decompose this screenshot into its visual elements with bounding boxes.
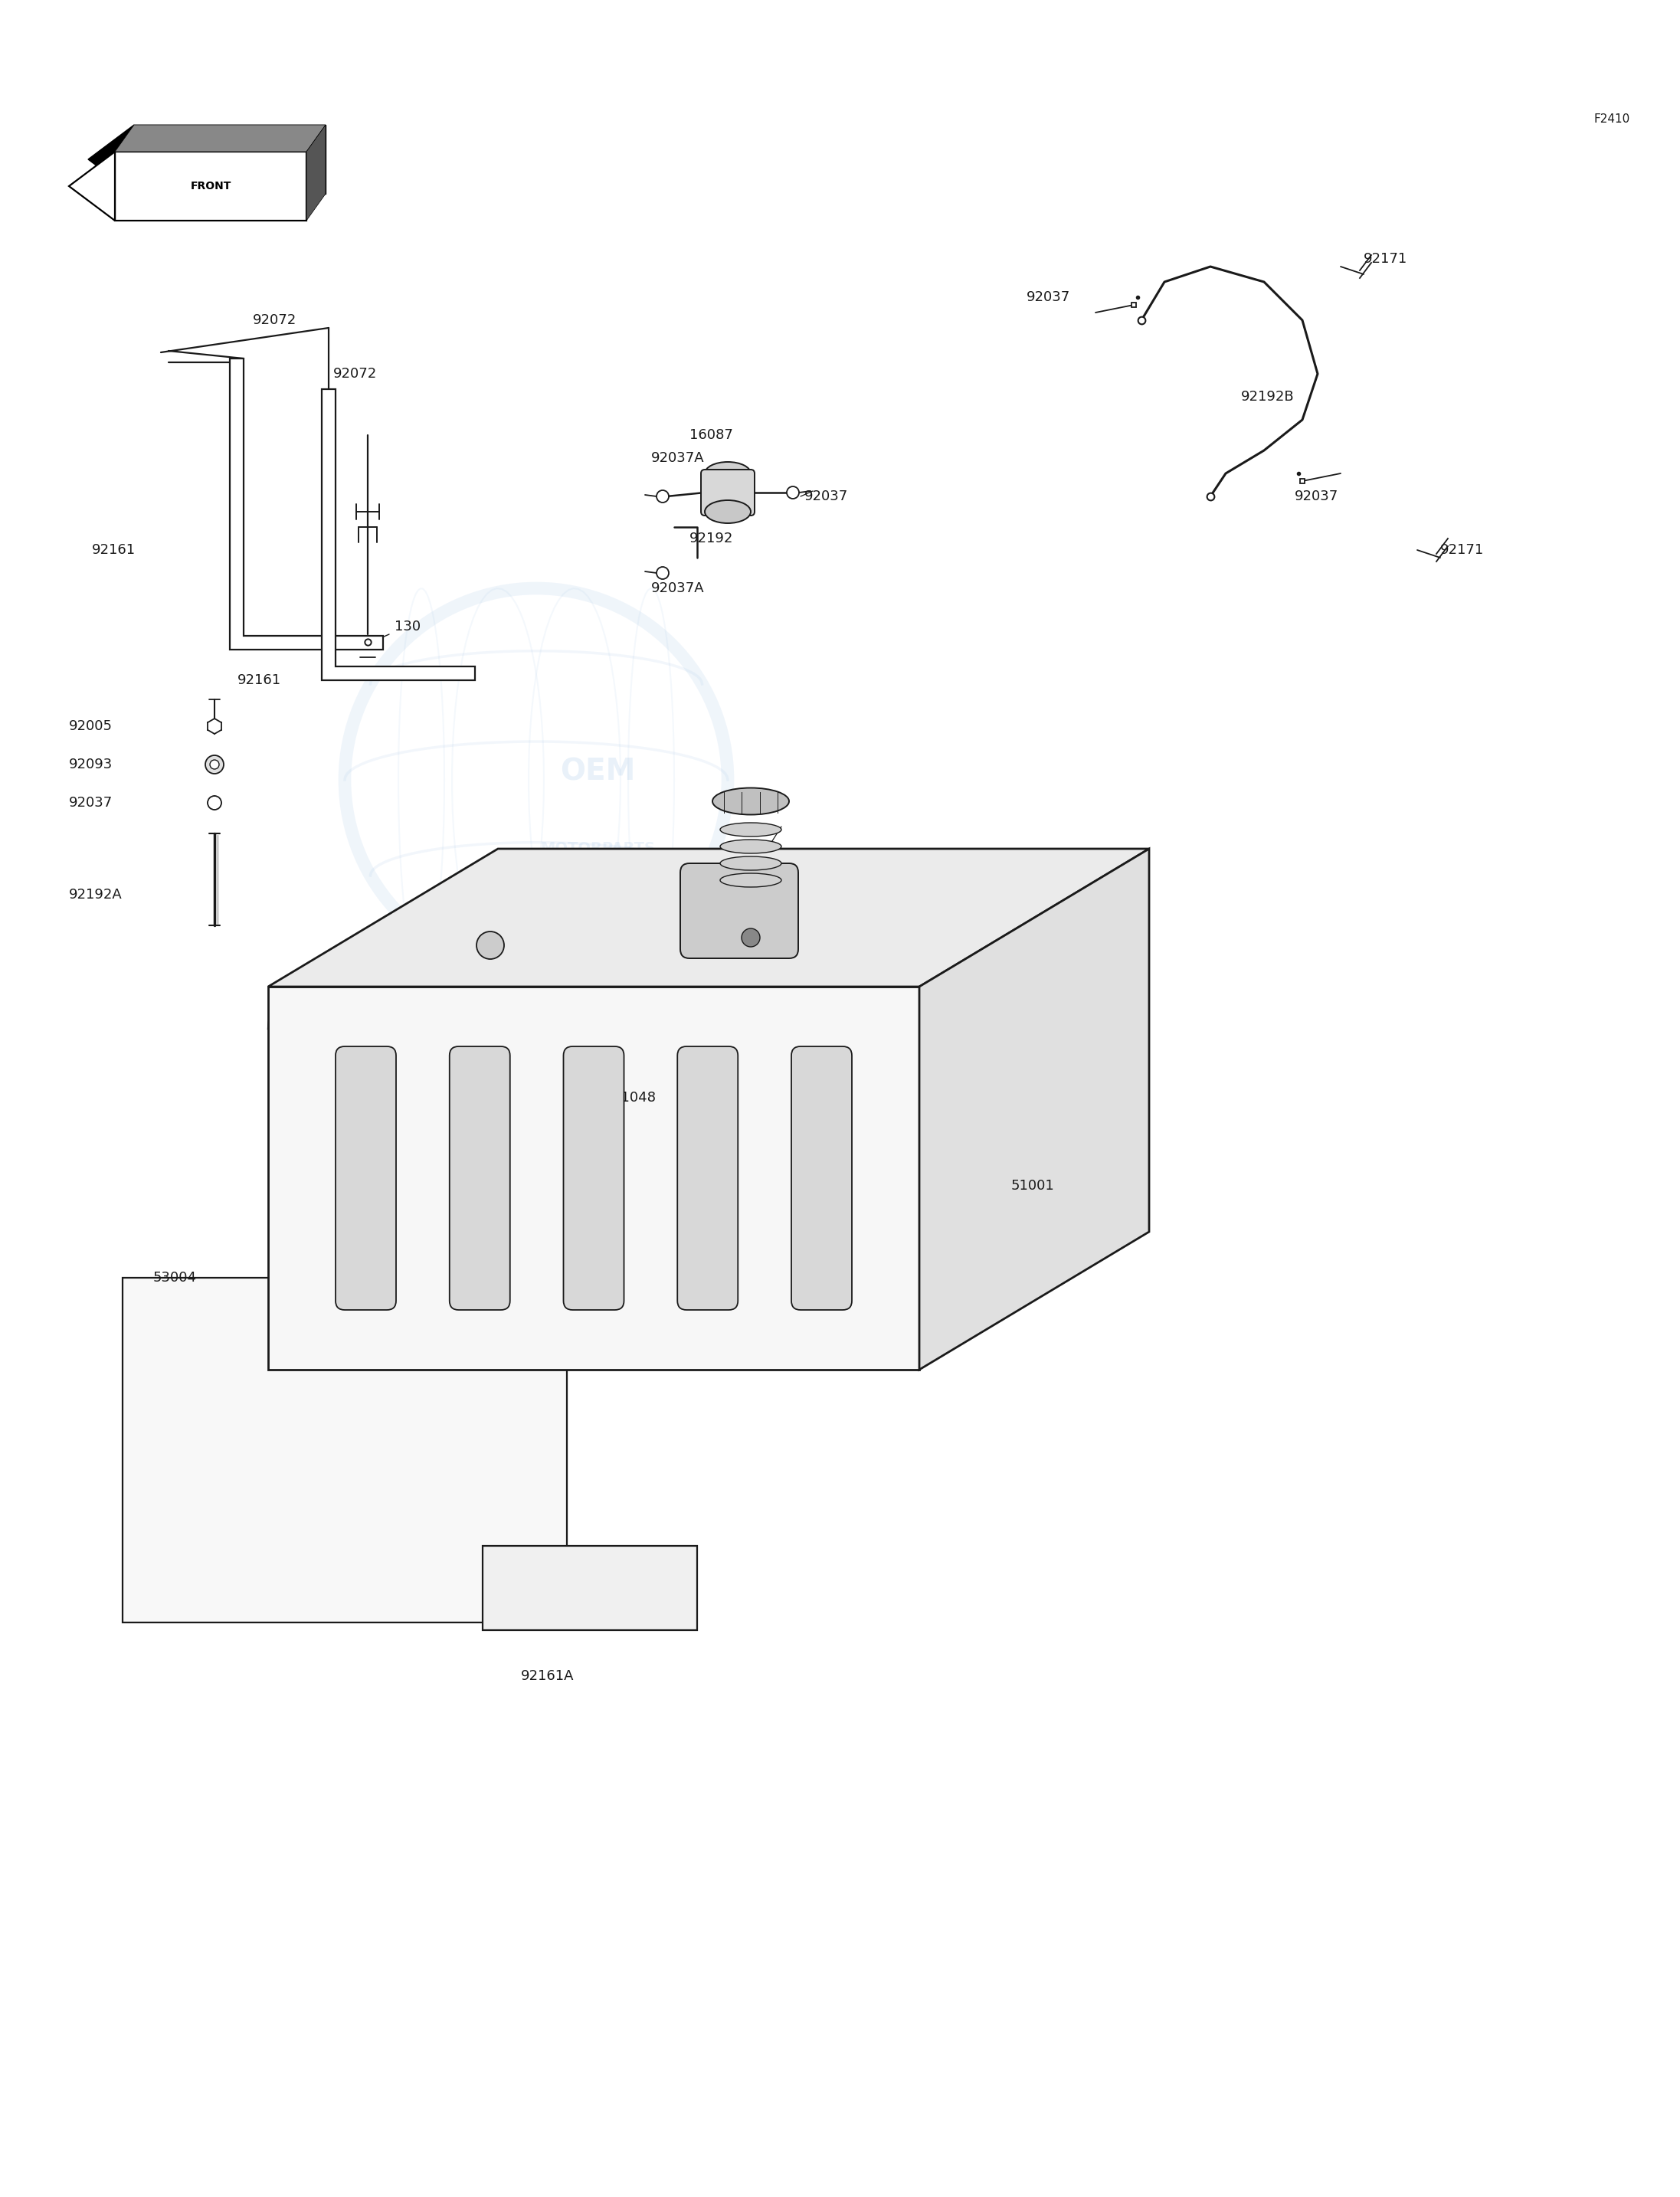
FancyBboxPatch shape (563, 1046, 623, 1309)
FancyBboxPatch shape (791, 1046, 852, 1309)
Circle shape (208, 795, 222, 811)
Text: 92093: 92093 (69, 758, 113, 771)
Text: FRONT: FRONT (190, 180, 232, 191)
Text: 51048: 51048 (613, 1092, 657, 1105)
FancyBboxPatch shape (701, 470, 754, 516)
Polygon shape (919, 848, 1149, 1369)
FancyBboxPatch shape (336, 1046, 396, 1309)
Text: F2410: F2410 (1593, 114, 1630, 125)
Polygon shape (269, 986, 919, 1369)
Text: MOTORPARTS: MOTORPARTS (539, 841, 655, 857)
Text: 53004: 53004 (153, 1270, 197, 1285)
FancyBboxPatch shape (680, 863, 798, 958)
Ellipse shape (712, 789, 790, 815)
Text: 92171: 92171 (1364, 253, 1408, 266)
Text: 92037: 92037 (805, 490, 848, 503)
Polygon shape (123, 1279, 566, 1621)
Text: 92161: 92161 (92, 543, 136, 556)
FancyBboxPatch shape (450, 1046, 511, 1309)
Circle shape (657, 490, 669, 503)
Ellipse shape (721, 839, 781, 852)
Polygon shape (269, 848, 1149, 986)
Circle shape (210, 760, 218, 769)
Text: 92171: 92171 (1440, 543, 1483, 556)
Text: 92037A: 92037A (652, 450, 704, 466)
Ellipse shape (706, 461, 751, 486)
Text: 92161A: 92161A (521, 1670, 575, 1683)
Circle shape (205, 756, 223, 773)
Polygon shape (134, 125, 326, 193)
Polygon shape (323, 389, 475, 681)
Polygon shape (114, 125, 326, 152)
Text: 92161: 92161 (237, 672, 281, 688)
Text: 92037A: 92037A (652, 582, 704, 595)
Ellipse shape (721, 822, 781, 837)
Polygon shape (306, 125, 326, 220)
Text: OEM: OEM (559, 758, 635, 787)
Circle shape (786, 486, 800, 499)
Text: 92037: 92037 (69, 795, 113, 811)
Text: 92072: 92072 (252, 314, 297, 327)
Polygon shape (230, 358, 383, 650)
Text: 92072: 92072 (333, 367, 376, 380)
Polygon shape (69, 152, 114, 220)
Text: 92037: 92037 (1295, 490, 1339, 503)
Circle shape (741, 929, 759, 947)
Text: 16087: 16087 (689, 428, 732, 442)
Circle shape (657, 567, 669, 580)
FancyBboxPatch shape (482, 1547, 697, 1630)
Ellipse shape (706, 501, 751, 523)
Ellipse shape (721, 857, 781, 870)
Text: 92037: 92037 (1026, 290, 1070, 303)
FancyBboxPatch shape (677, 1046, 738, 1309)
Polygon shape (87, 125, 134, 193)
Text: 92192: 92192 (689, 532, 734, 545)
Text: 51001: 51001 (1011, 1180, 1055, 1193)
Polygon shape (114, 152, 306, 220)
Text: 130: 130 (395, 620, 420, 633)
Text: 92005: 92005 (69, 718, 113, 734)
Text: 92192A: 92192A (69, 888, 123, 901)
Ellipse shape (721, 872, 781, 888)
Circle shape (477, 932, 504, 960)
Text: 92192B: 92192B (1242, 389, 1294, 404)
